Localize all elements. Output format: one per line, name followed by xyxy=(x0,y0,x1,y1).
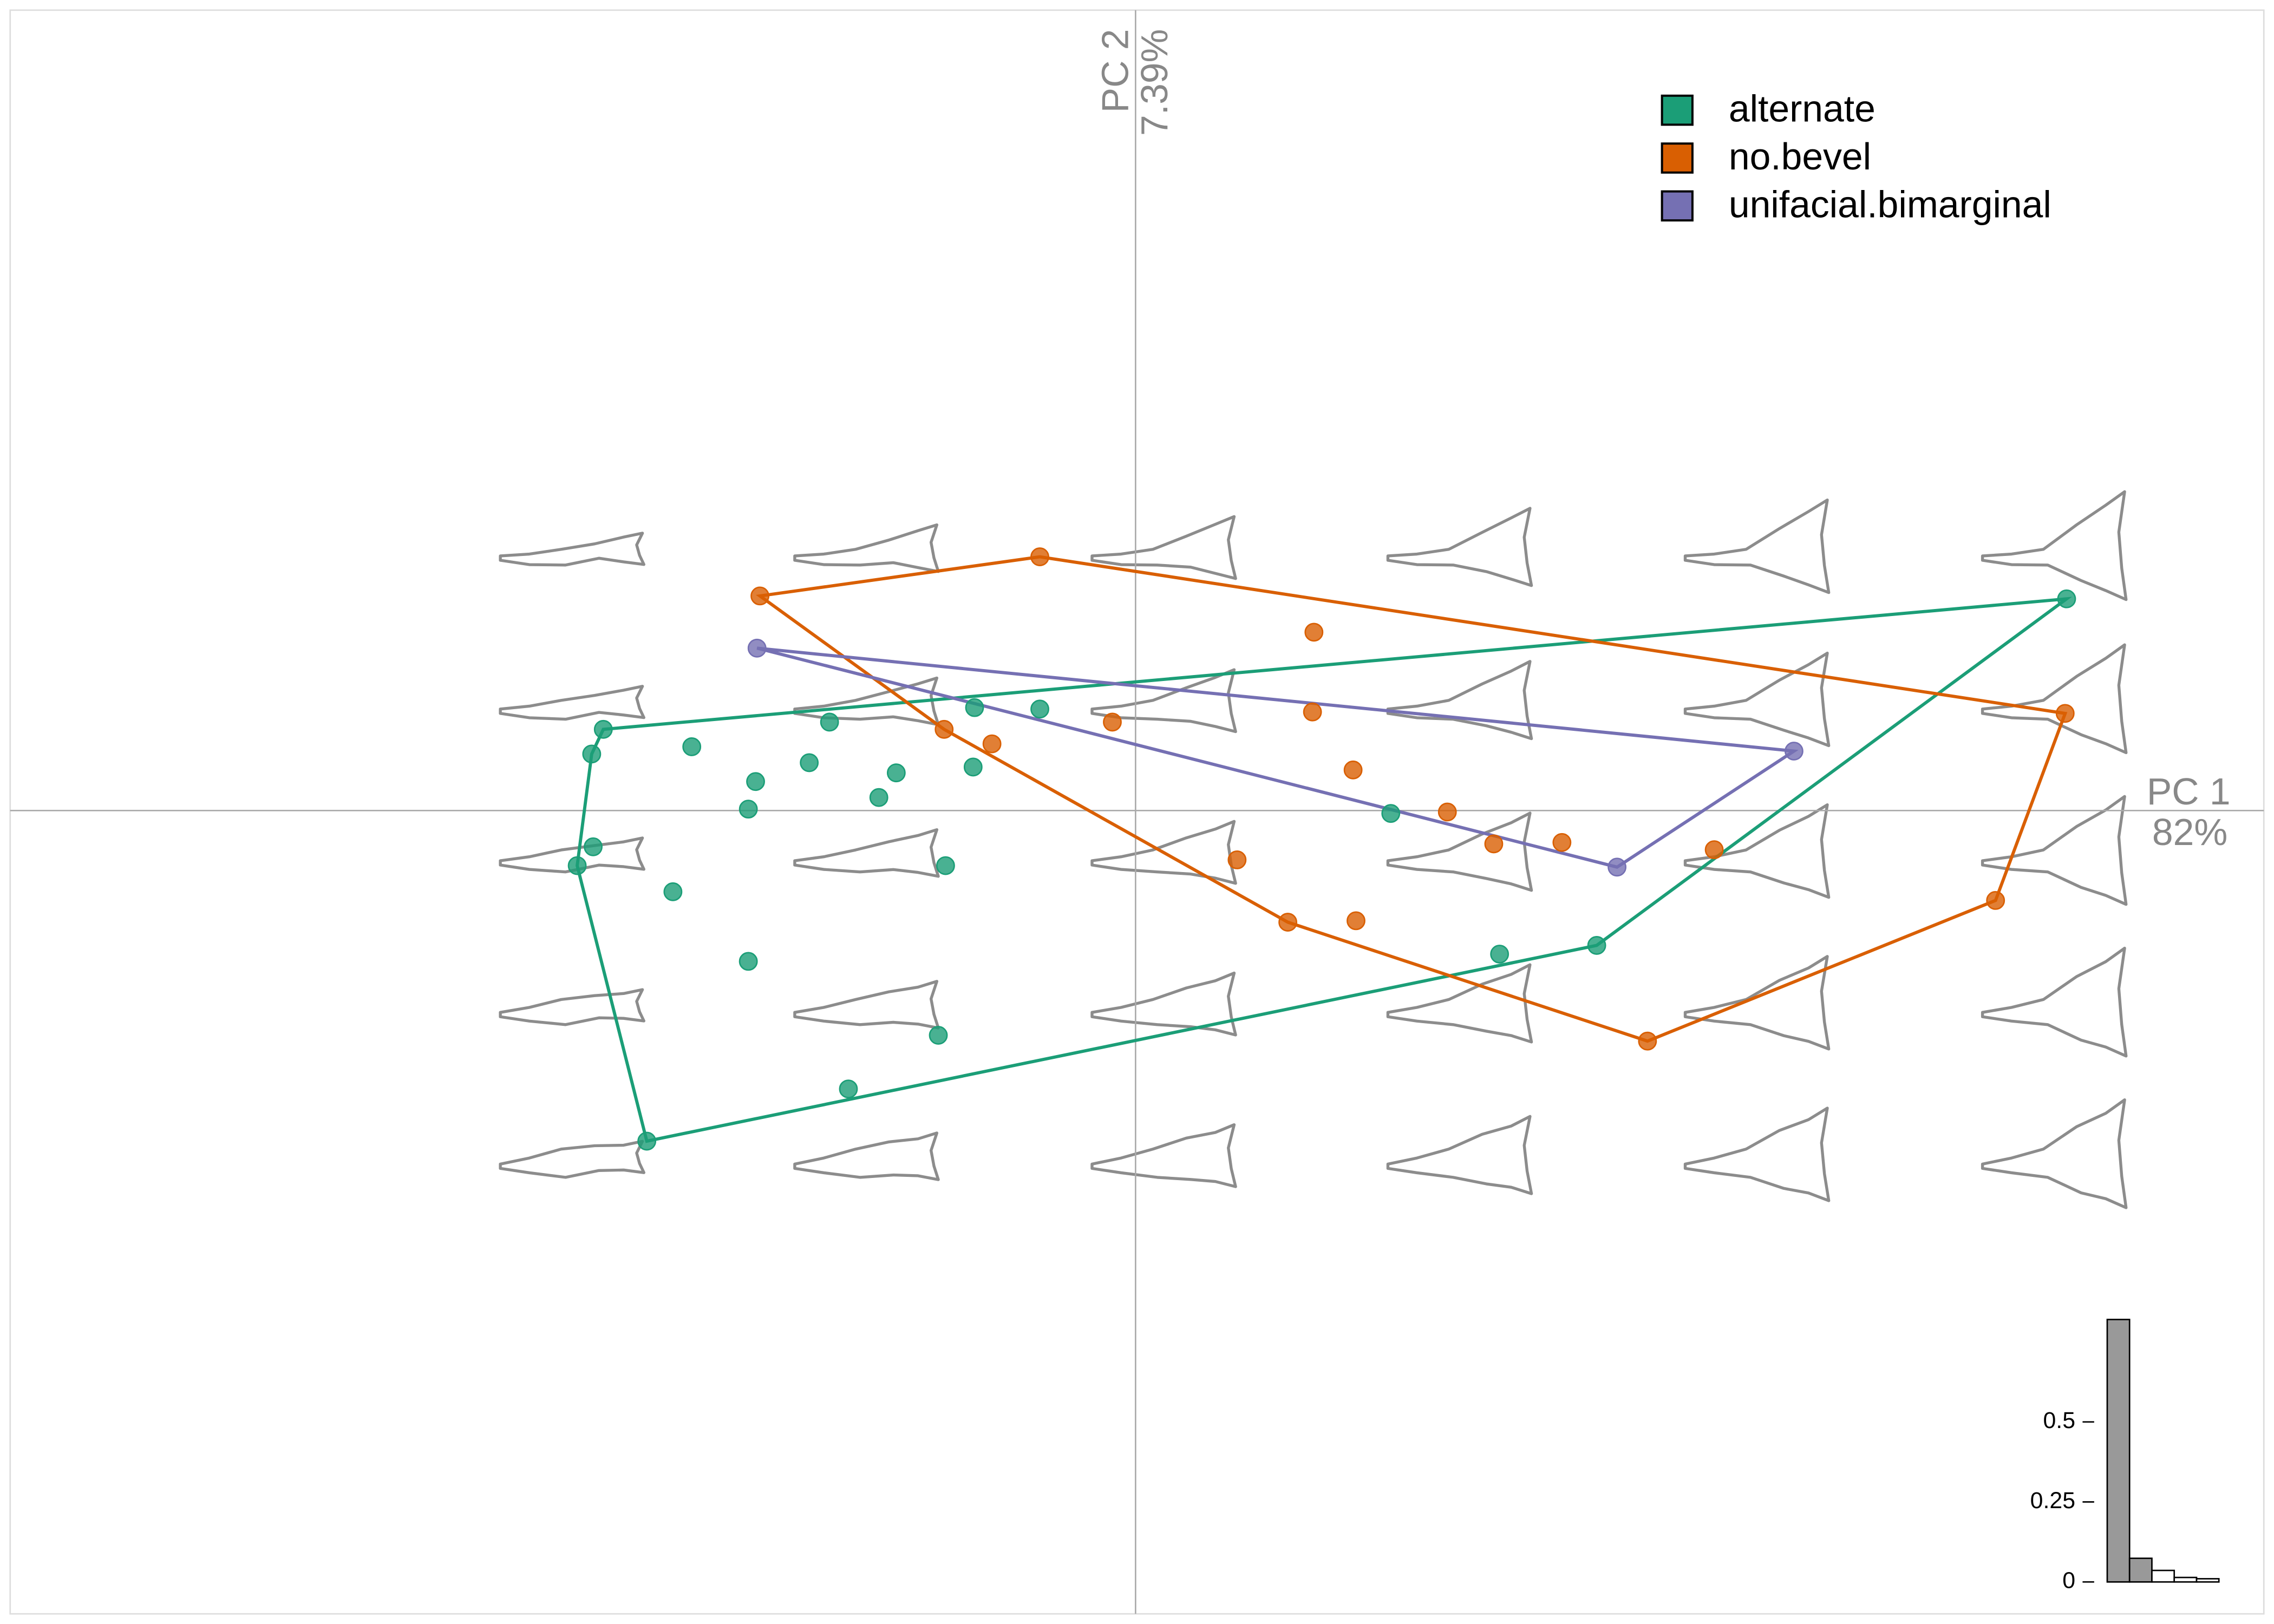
mean-shape xyxy=(1090,515,1237,580)
mean-shape xyxy=(1386,1115,1533,1195)
mean-shape xyxy=(1090,1123,1237,1188)
point xyxy=(682,737,702,756)
legend-swatch xyxy=(1661,94,1694,126)
point xyxy=(965,698,984,717)
mean-shape xyxy=(1090,668,1237,734)
inset-tick-label: 0 xyxy=(2062,1568,2075,1594)
eigen-bar xyxy=(2173,1576,2198,1583)
legend-label: unifacial.bimarginal xyxy=(1729,183,2051,225)
point xyxy=(739,952,758,971)
point xyxy=(1103,712,1122,732)
y-axis-label: PC 2 xyxy=(1094,29,1136,113)
point xyxy=(1638,1031,1657,1051)
point xyxy=(1227,850,1247,869)
point xyxy=(637,1131,657,1151)
mean-shape xyxy=(1683,1106,1831,1202)
point xyxy=(982,734,1002,754)
point xyxy=(1437,802,1457,822)
mean-shape xyxy=(499,532,645,567)
eigen-bar xyxy=(2128,1557,2153,1583)
point xyxy=(1704,840,1724,860)
x-axis-variance: 82% xyxy=(2152,811,2227,853)
point xyxy=(1608,857,1627,877)
point xyxy=(593,719,613,739)
mean-shape xyxy=(793,1131,940,1181)
inset-tick-label: 0.25 xyxy=(2030,1488,2075,1514)
mean-shape xyxy=(1981,946,2128,1058)
legend-swatch xyxy=(1661,142,1694,174)
point xyxy=(1986,890,2005,910)
point xyxy=(747,638,767,658)
mean-shape xyxy=(793,523,940,573)
mean-shape xyxy=(1981,795,2128,906)
mean-shape xyxy=(1981,490,2128,601)
point xyxy=(963,757,983,777)
legend-label: alternate xyxy=(1729,88,1876,130)
point xyxy=(584,837,603,856)
point xyxy=(746,772,765,791)
point xyxy=(1278,913,1297,932)
point xyxy=(750,586,769,606)
mean-shape xyxy=(1386,660,1533,741)
inset-tick-label: 0.5 xyxy=(2043,1407,2075,1433)
mean-shape xyxy=(1683,803,1831,899)
point xyxy=(663,882,683,901)
point xyxy=(1552,833,1572,852)
point xyxy=(567,856,587,875)
point xyxy=(1030,699,1049,719)
mean-shape xyxy=(793,828,940,878)
point xyxy=(2055,704,2075,723)
mean-shape xyxy=(1981,1098,2128,1209)
mean-shape xyxy=(1386,963,1533,1044)
plot-frame xyxy=(9,9,2265,1615)
point xyxy=(739,800,758,819)
legend-swatch xyxy=(1661,190,1694,222)
point xyxy=(929,1026,948,1045)
point xyxy=(800,753,819,772)
mean-shape xyxy=(793,980,940,1030)
mean-shape xyxy=(1090,971,1237,1037)
point xyxy=(2057,589,2076,608)
mean-shape xyxy=(499,1140,645,1179)
point xyxy=(820,712,839,732)
point xyxy=(869,788,888,807)
point xyxy=(1484,834,1504,854)
mean-shape xyxy=(499,685,645,721)
mean-shape xyxy=(1683,955,1831,1051)
point xyxy=(1587,936,1606,955)
eigen-bar xyxy=(2106,1319,2131,1583)
point xyxy=(1030,547,1049,566)
point xyxy=(582,744,602,764)
mean-shape xyxy=(1981,643,2128,755)
legend-label: no.bevel xyxy=(1729,135,1871,178)
mean-shape xyxy=(1386,811,1533,892)
mean-shape xyxy=(1683,651,1831,748)
point xyxy=(1784,742,1803,761)
point xyxy=(1343,760,1363,780)
point xyxy=(935,719,954,739)
mean-shape xyxy=(499,988,645,1026)
point xyxy=(1490,945,1510,964)
point xyxy=(936,856,955,875)
y-axis-variance: 7.39% xyxy=(1133,29,1175,136)
eigen-bar xyxy=(2195,1578,2220,1583)
point xyxy=(839,1079,858,1099)
point xyxy=(1303,702,1322,722)
point xyxy=(886,763,906,783)
mean-shape xyxy=(1683,498,1831,594)
mean-shape xyxy=(499,836,645,874)
point xyxy=(1347,911,1365,931)
eigen-bar xyxy=(2151,1569,2175,1583)
x-axis-label: PC 1 xyxy=(2147,770,2231,813)
convex-hull xyxy=(756,646,1799,869)
mean-shape xyxy=(1386,507,1533,587)
convex-hull xyxy=(755,555,2068,1043)
point xyxy=(1304,623,1324,642)
point xyxy=(1381,804,1401,823)
